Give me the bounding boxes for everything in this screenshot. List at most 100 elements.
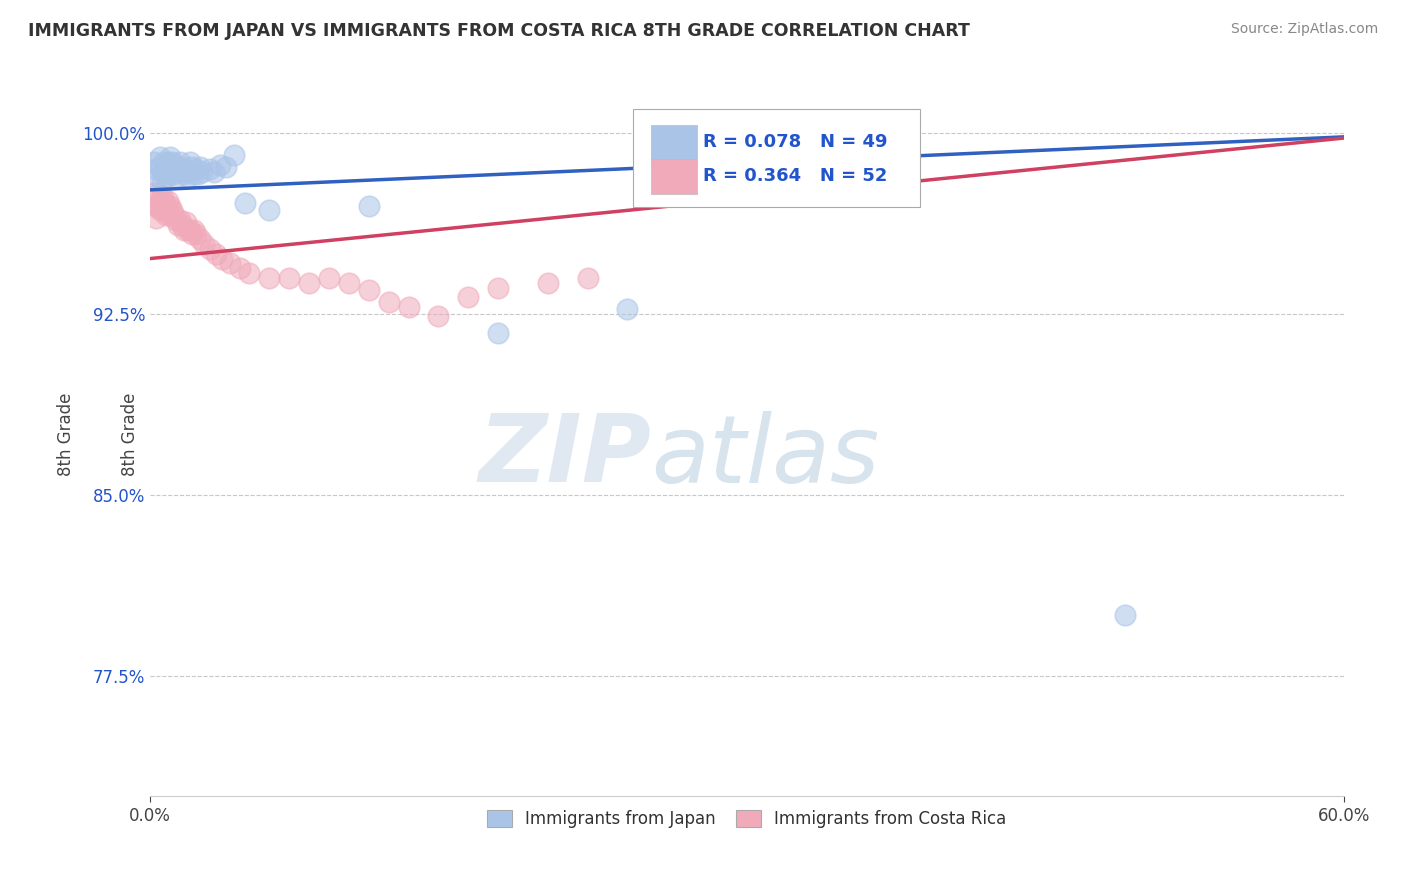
- Point: [214, 160, 236, 174]
- Point: [298, 276, 321, 290]
- Point: [235, 196, 257, 211]
- Point: [160, 165, 183, 179]
- Point: [278, 271, 301, 285]
- Point: [159, 198, 181, 212]
- Point: [179, 155, 201, 169]
- Point: [153, 194, 176, 208]
- Point: [165, 160, 187, 174]
- Point: [146, 198, 169, 212]
- Point: [576, 271, 599, 285]
- Point: [357, 198, 380, 212]
- Point: [166, 218, 188, 232]
- Point: [222, 148, 245, 162]
- Text: Source: ZipAtlas.com: Source: ZipAtlas.com: [1230, 22, 1378, 37]
- Point: [486, 326, 509, 341]
- Point: [165, 169, 187, 184]
- Point: [143, 186, 166, 201]
- Point: [184, 227, 207, 242]
- Point: [170, 160, 193, 174]
- Point: [318, 271, 340, 285]
- Point: [156, 155, 179, 169]
- Point: [427, 310, 450, 324]
- Point: [160, 203, 183, 218]
- Point: [169, 155, 191, 169]
- Legend: Immigrants from Japan, Immigrants from Costa Rica: Immigrants from Japan, Immigrants from C…: [481, 804, 1014, 835]
- Point: [218, 256, 240, 270]
- Point: [155, 169, 177, 184]
- Point: [165, 213, 187, 227]
- Point: [150, 198, 173, 212]
- Point: [153, 165, 176, 179]
- Point: [149, 160, 172, 174]
- Point: [149, 203, 172, 218]
- Point: [155, 162, 177, 177]
- Point: [636, 186, 658, 201]
- Point: [150, 165, 173, 179]
- Point: [187, 167, 209, 181]
- FancyBboxPatch shape: [651, 159, 697, 194]
- Point: [156, 165, 179, 179]
- Point: [188, 232, 211, 246]
- Point: [198, 162, 221, 177]
- Point: [156, 203, 179, 218]
- Point: [159, 150, 181, 164]
- Point: [159, 208, 181, 222]
- Point: [166, 162, 188, 177]
- Point: [183, 167, 205, 181]
- Point: [190, 165, 212, 179]
- Point: [457, 290, 479, 304]
- Point: [202, 165, 225, 179]
- Point: [153, 155, 176, 169]
- Point: [179, 222, 201, 236]
- Text: atlas: atlas: [651, 410, 880, 501]
- Point: [184, 162, 207, 177]
- Point: [163, 157, 186, 171]
- Point: [193, 237, 215, 252]
- Text: IMMIGRANTS FROM JAPAN VS IMMIGRANTS FROM COSTA RICA 8TH GRADE CORRELATION CHART: IMMIGRANTS FROM JAPAN VS IMMIGRANTS FROM…: [28, 22, 970, 40]
- Point: [486, 280, 509, 294]
- Point: [537, 276, 560, 290]
- Point: [616, 302, 638, 317]
- Point: [163, 208, 186, 222]
- Point: [173, 222, 195, 236]
- Point: [377, 295, 399, 310]
- Point: [159, 167, 181, 181]
- Point: [198, 242, 221, 256]
- Point: [337, 276, 360, 290]
- Point: [170, 218, 193, 232]
- Point: [357, 283, 380, 297]
- Text: R = 0.364   N = 52: R = 0.364 N = 52: [703, 168, 887, 186]
- Point: [150, 174, 173, 188]
- Point: [149, 194, 172, 208]
- Point: [159, 157, 181, 171]
- Point: [865, 162, 887, 177]
- Point: [143, 155, 166, 169]
- Point: [238, 266, 260, 280]
- Point: [398, 300, 420, 314]
- Point: [188, 160, 211, 174]
- Point: [180, 227, 202, 242]
- Point: [163, 167, 186, 181]
- Point: [145, 211, 167, 225]
- Point: [204, 246, 226, 260]
- Point: [146, 186, 169, 201]
- Point: [146, 169, 169, 184]
- Point: [177, 169, 200, 184]
- Text: R = 0.078   N = 49: R = 0.078 N = 49: [703, 134, 887, 152]
- Point: [155, 208, 177, 222]
- Point: [208, 157, 231, 171]
- Point: [149, 150, 172, 164]
- Text: ZIP: ZIP: [478, 410, 651, 502]
- Point: [174, 162, 197, 177]
- Point: [155, 198, 177, 212]
- Point: [183, 222, 205, 236]
- FancyBboxPatch shape: [634, 109, 920, 207]
- Point: [173, 167, 195, 181]
- Point: [180, 160, 202, 174]
- Point: [145, 162, 167, 177]
- Y-axis label: 8th Grade: 8th Grade: [58, 392, 75, 476]
- FancyBboxPatch shape: [651, 125, 697, 160]
- Point: [259, 271, 281, 285]
- Point: [177, 222, 200, 236]
- Point: [150, 189, 173, 203]
